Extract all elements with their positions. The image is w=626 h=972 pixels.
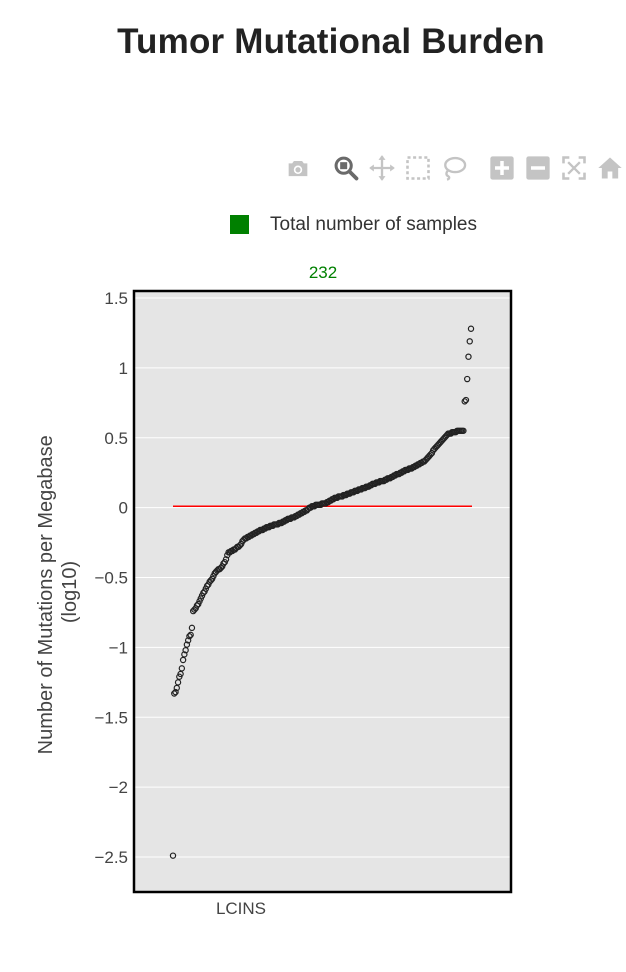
data-point[interactable] (464, 375, 471, 383)
data-point[interactable] (462, 396, 470, 404)
data-point[interactable] (182, 647, 189, 654)
x-category-label: LCINS (216, 899, 266, 918)
lasso-select-icon (444, 156, 467, 181)
home-icon (598, 157, 622, 179)
zoom-button[interactable] (332, 154, 360, 182)
zoom-in-button[interactable] (488, 154, 516, 182)
data-point[interactable] (466, 338, 473, 345)
data-point[interactable] (177, 670, 184, 678)
y-tick-label: −2 (109, 778, 128, 797)
camera-icon (288, 161, 308, 177)
data-point[interactable] (172, 688, 179, 696)
y-tick-label: 0 (119, 499, 128, 518)
data-point[interactable] (184, 637, 192, 644)
data-point[interactable] (183, 641, 191, 648)
data-point[interactable] (187, 631, 194, 639)
legend-swatch (230, 215, 249, 234)
data-point[interactable] (174, 679, 182, 686)
data-point[interactable] (461, 398, 468, 405)
autoscale-icon (562, 156, 586, 180)
data-point[interactable] (178, 665, 186, 672)
zoom-out-button[interactable] (524, 154, 552, 182)
y-tick-label: −0.5 (94, 569, 128, 588)
lasso-select-button[interactable] (440, 154, 468, 182)
page-title: Tumor Mutational Burden (117, 22, 545, 61)
y-tick-label: 1.5 (104, 289, 128, 308)
y-axis-title-line-2: (log10) (59, 561, 81, 623)
plot-background (134, 291, 511, 892)
y-tick-label: −2.5 (94, 848, 128, 867)
y-tick-label: −1.5 (94, 708, 128, 727)
data-point[interactable] (179, 656, 187, 664)
y-tick-label: −1 (109, 638, 128, 657)
y-tick-labels: 1.5 1 0.5 0 −0.5 −1 −1.5 −2 −2.5 (94, 289, 128, 867)
data-point[interactable] (173, 684, 180, 692)
data-point[interactable] (169, 852, 177, 859)
reset-axes-button[interactable] (596, 154, 624, 182)
pan-button[interactable] (368, 154, 396, 182)
tmb-scatter-chart[interactable]: 1.5 1 0.5 0 −0.5 −1 −1.5 −2 −2.5 232 LCINS Numbe… (0, 250, 626, 950)
box-select-icon (406, 156, 430, 180)
y-axis-title: Number of Mutations per Megabase (log10) (35, 430, 81, 755)
box-select-button[interactable] (404, 154, 432, 182)
data-point[interactable] (460, 427, 467, 434)
sample-count-label: 232 (309, 263, 337, 282)
data-points[interactable] (169, 325, 475, 859)
zoom-out-icon (526, 156, 550, 180)
data-point[interactable] (181, 651, 188, 658)
data-point[interactable] (465, 353, 472, 360)
data-point[interactable] (186, 633, 193, 640)
y-tick-label: 0.5 (104, 429, 128, 448)
legend-label: Total number of samples (270, 214, 477, 235)
pan-icon (369, 155, 395, 181)
plot-frame (132, 289, 513, 894)
y-axis-title-line-1: Number of Mutations per Megabase (35, 435, 57, 754)
zoom-icon (334, 156, 359, 181)
data-point[interactable] (171, 690, 178, 697)
data-point[interactable] (467, 325, 475, 332)
y-tick-label: 1 (119, 359, 128, 378)
zoom-in-icon (490, 156, 514, 180)
autoscale-button[interactable] (560, 154, 588, 182)
camera-button[interactable] (284, 154, 312, 182)
data-point[interactable] (188, 624, 196, 632)
data-point[interactable] (222, 556, 230, 563)
